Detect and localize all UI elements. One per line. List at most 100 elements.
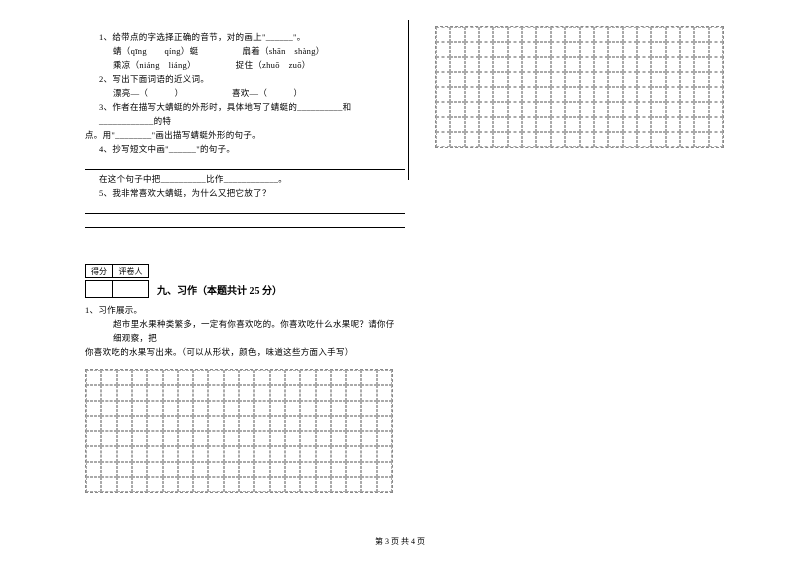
grid-cell xyxy=(479,87,493,102)
grid-cell xyxy=(117,431,132,446)
grid-cell xyxy=(193,416,208,431)
grid-cell xyxy=(285,446,300,461)
grid-cell xyxy=(300,462,315,477)
q2-words: 漂亮—（ ） 喜欢—（ ） xyxy=(85,86,405,100)
grid-cell xyxy=(666,117,680,132)
grid-cell xyxy=(331,431,346,446)
grid-cell xyxy=(536,117,550,132)
grid-cell xyxy=(608,102,622,117)
grid-cell xyxy=(361,401,376,416)
grid-cell xyxy=(208,431,223,446)
grid-cell xyxy=(178,401,193,416)
grid-cell xyxy=(450,102,464,117)
grid-cell xyxy=(479,57,493,72)
grid-cell xyxy=(666,27,680,42)
grid-cell xyxy=(637,117,651,132)
grid-cell xyxy=(465,117,479,132)
grid-cell xyxy=(147,370,162,385)
grid-cell xyxy=(178,431,193,446)
q5-blank-1 xyxy=(85,202,405,214)
grid-cell xyxy=(436,27,450,42)
left-column: 1、给带点的字选择正确的音节，对的画上"______"。 蜻（qīng qíng… xyxy=(85,30,405,493)
grid-cell xyxy=(680,117,694,132)
grid-cell xyxy=(346,370,361,385)
grid-cell xyxy=(551,72,565,87)
grid-cell xyxy=(117,446,132,461)
grid-cell xyxy=(377,462,392,477)
q1: 1、给带点的字选择正确的音节，对的画上"______"。 xyxy=(85,30,405,44)
grid-cell xyxy=(117,462,132,477)
grid-cell xyxy=(285,431,300,446)
grid-cell xyxy=(239,385,254,400)
grid-cell xyxy=(147,462,162,477)
grid-cell xyxy=(117,385,132,400)
grid-cell xyxy=(637,87,651,102)
grid-cell xyxy=(522,102,536,117)
grid-cell xyxy=(346,462,361,477)
grid-cell xyxy=(254,401,269,416)
score-blank2 xyxy=(113,280,149,298)
grid-cell xyxy=(224,431,239,446)
grid-cell xyxy=(666,102,680,117)
grid-cell xyxy=(270,477,285,492)
grid-cell xyxy=(608,132,622,147)
grid-cell xyxy=(450,132,464,147)
grid-cell xyxy=(594,57,608,72)
grid-cell xyxy=(147,416,162,431)
grid-cell xyxy=(132,431,147,446)
grid-cell xyxy=(493,87,507,102)
grid-cell xyxy=(361,462,376,477)
grid-cell xyxy=(300,477,315,492)
grid-cell xyxy=(193,446,208,461)
exam-page: 1、给带点的字选择正确的音节，对的画上"______"。 蜻（qīng qíng… xyxy=(0,0,800,565)
grid-cell xyxy=(680,57,694,72)
grid-cell xyxy=(536,102,550,117)
grid-cell xyxy=(551,57,565,72)
grid-cell xyxy=(709,27,723,42)
grid-cell xyxy=(377,431,392,446)
grid-cell xyxy=(316,370,331,385)
grid-cell xyxy=(594,87,608,102)
grid-cell xyxy=(361,431,376,446)
grid-cell xyxy=(508,117,522,132)
grid-cell xyxy=(694,87,708,102)
grid-cell xyxy=(465,27,479,42)
q1-line2: 乘凉（niáng liáng） 捉住（zhuō zuō） xyxy=(85,58,405,72)
grid-cell xyxy=(101,431,116,446)
grid-cell xyxy=(254,477,269,492)
grid-cell xyxy=(608,87,622,102)
grid-cell xyxy=(508,102,522,117)
q1-line1a: 蜻（qīng qíng）蜓 xyxy=(113,46,198,56)
grid-cell xyxy=(709,102,723,117)
grid-cell xyxy=(101,477,116,492)
grid-cell xyxy=(493,42,507,57)
grid-cell xyxy=(536,27,550,42)
grid-cell xyxy=(479,132,493,147)
q4-blank-line xyxy=(85,158,405,170)
grid-cell xyxy=(147,446,162,461)
grid-cell xyxy=(224,370,239,385)
grid-cell xyxy=(224,416,239,431)
grid-cell xyxy=(193,370,208,385)
q1-line2a: 乘凉（niáng liáng） xyxy=(113,60,192,70)
grid-cell xyxy=(508,72,522,87)
q2: 2、写出下面词语的近义词。 xyxy=(85,72,405,86)
grid-cell xyxy=(709,42,723,57)
grid-cell xyxy=(565,42,579,57)
grid-cell xyxy=(239,370,254,385)
grid-cell xyxy=(623,87,637,102)
grid-cell xyxy=(580,132,594,147)
grid-cell xyxy=(493,102,507,117)
q3-texta: 作者在描写大蜻蜓的外形时，具体地写了蜻蜓的__________和________… xyxy=(99,102,351,126)
grid-cell xyxy=(239,446,254,461)
grid-cell xyxy=(623,27,637,42)
grid-cell xyxy=(377,446,392,461)
grid-cell xyxy=(680,42,694,57)
grid-cell xyxy=(208,477,223,492)
grid-cell xyxy=(86,416,101,431)
grid-cell xyxy=(86,446,101,461)
grid-cell xyxy=(522,87,536,102)
grid-cell xyxy=(551,42,565,57)
grid-cell xyxy=(224,462,239,477)
grid-cell xyxy=(565,117,579,132)
